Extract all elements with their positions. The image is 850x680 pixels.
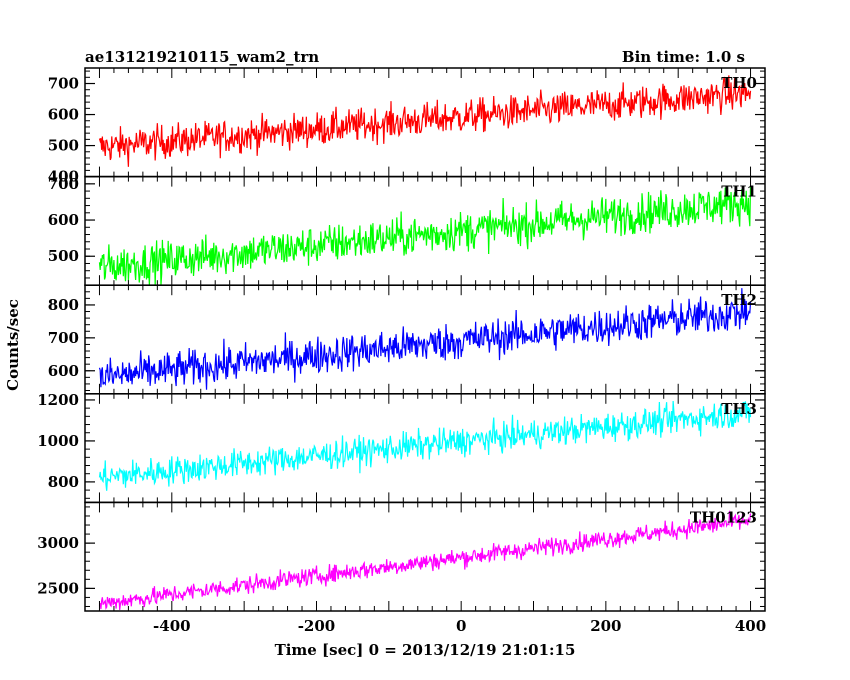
y-tick-label: 800 bbox=[48, 296, 79, 314]
series-line-th3 bbox=[98, 400, 752, 491]
y-tick-label: 1200 bbox=[37, 391, 79, 409]
channel-label: TH3 bbox=[721, 400, 757, 418]
y-tick-label: 1000 bbox=[37, 432, 79, 450]
series-line-th0 bbox=[98, 75, 752, 167]
x-axis-label: Time [sec] 0 = 2013/12/19 21:01:15 bbox=[275, 641, 576, 659]
x-tick-label: -400 bbox=[153, 617, 191, 635]
y-tick-label: 700 bbox=[48, 175, 79, 193]
x-tick-label: 0 bbox=[456, 617, 466, 635]
x-tick-label: -200 bbox=[298, 617, 336, 635]
y-tick-label: 2500 bbox=[37, 579, 79, 597]
x-tick-label: 400 bbox=[735, 617, 766, 635]
y-tick-label: 400 bbox=[48, 168, 79, 186]
y-tick-label: 700 bbox=[48, 75, 79, 93]
channel-label: TH2 bbox=[721, 291, 757, 309]
channel-label: TH0123 bbox=[690, 508, 757, 526]
x-tick-label: 200 bbox=[590, 617, 621, 635]
y-tick-label: 500 bbox=[48, 247, 79, 265]
y-tick-label: 700 bbox=[48, 329, 79, 347]
series-line-th0123 bbox=[98, 510, 752, 611]
y-tick-label: 600 bbox=[48, 362, 79, 380]
panel-frame-5 bbox=[84, 501, 766, 612]
chart-title: ae131219210115_wam2_trn bbox=[85, 48, 319, 66]
panel-frame-3 bbox=[84, 284, 766, 395]
y-tick-label: 600 bbox=[48, 106, 79, 124]
y-tick-label: 3000 bbox=[37, 534, 79, 552]
series-line-th1 bbox=[98, 185, 752, 286]
y-axis-label: Counts/sec bbox=[4, 299, 22, 391]
series-line-th2 bbox=[98, 288, 752, 390]
bin-time-label: Bin time: 1.0 s bbox=[622, 48, 745, 66]
channel-label: TH1 bbox=[721, 183, 757, 201]
y-tick-label: 500 bbox=[48, 137, 79, 155]
panel-frame-4 bbox=[84, 393, 766, 504]
channel-label: TH0 bbox=[721, 74, 757, 92]
y-tick-label: 800 bbox=[48, 473, 79, 491]
panels-group: 400 500 600 700 TH0 500 600 700 TH1 600 700 800 TH2 8… bbox=[37, 67, 766, 635]
y-tick-label: 600 bbox=[48, 211, 79, 229]
